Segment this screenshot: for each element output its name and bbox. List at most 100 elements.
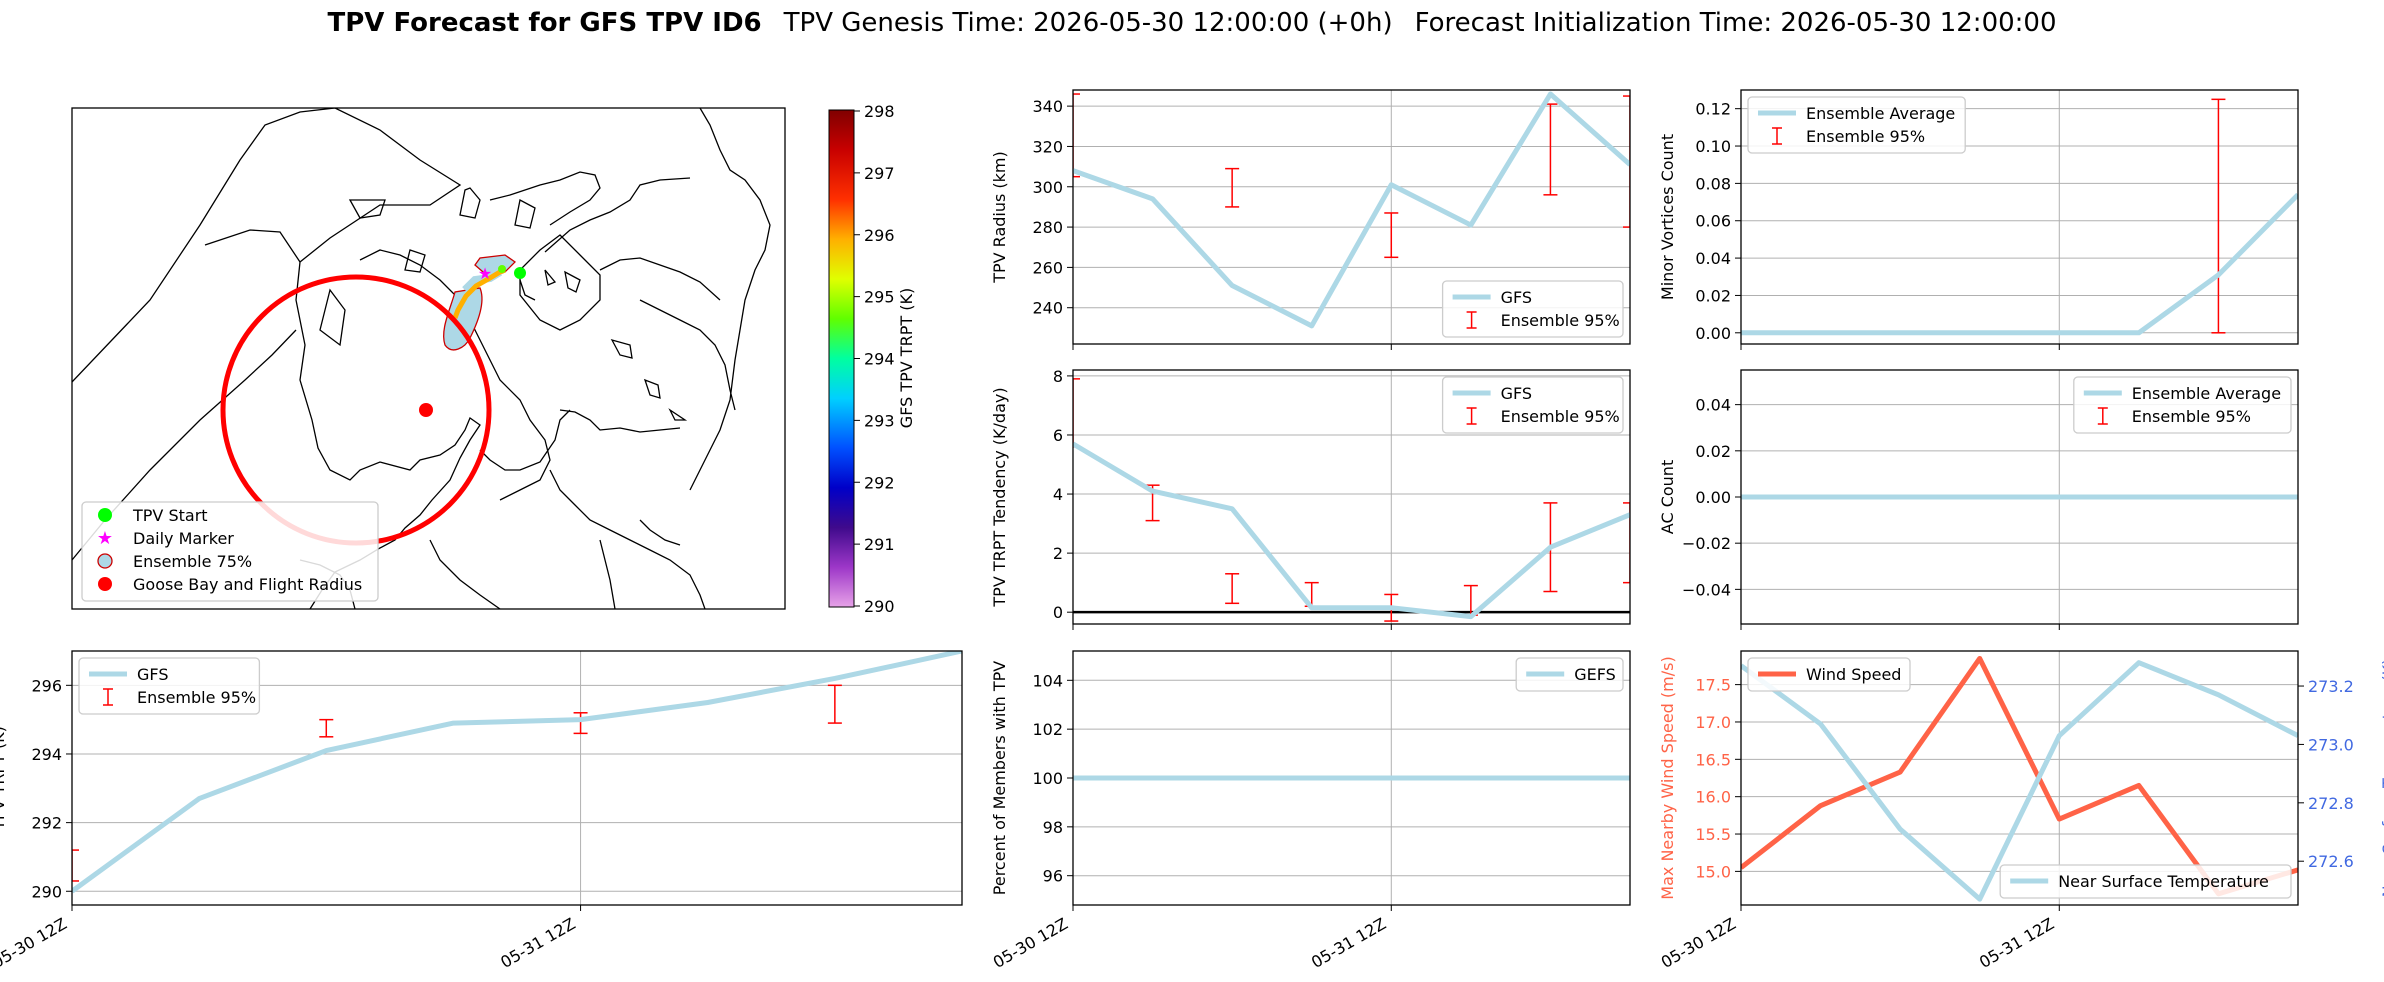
y-tick-label: 0.00 [1695,324,1731,343]
y-tick-label: 4 [1053,485,1063,504]
daily-marker-star: ★ [478,264,492,283]
y-tick-label: 17.5 [1695,676,1731,695]
chart-legend: GEFS [1515,657,1624,692]
legend-label: Ensemble 95% [2132,407,2251,426]
plot-area [1073,91,1630,329]
legend-goose-bay: Goose Bay and Flight Radius [133,575,362,594]
axes-frame [1740,369,2299,625]
legend-label: GEFS [1574,665,1616,684]
chart-legend: Near Surface Temperature [1999,864,2292,899]
legend-label: Ensemble 95% [137,688,256,707]
y-tick-label: 2 [1053,544,1063,563]
axes-frame [1072,89,1631,345]
errorbar-ensemble-95 [1543,103,1558,196]
y-tick-label: 0.08 [1695,174,1731,193]
errorbar-ensemble-95 [1225,167,1240,208]
x-tick-label: 05-31 12Z [1976,914,2057,972]
y-tick-label: 0.06 [1695,212,1731,231]
legend-daily-marker: Daily Marker [133,529,234,548]
y-tick-label: 102 [1032,720,1063,739]
y-tick-label: 6 [1053,426,1063,445]
legend-label: Ensemble 95% [1806,127,1925,146]
x-tick-label: 05-31 12Z [497,914,578,972]
colorbar-tick-label: 298 [864,102,895,121]
x-tick-label: 05-30 12Z [990,914,1071,972]
y-tick-label: 0.02 [1695,442,1731,461]
chart-panel-ac: −0.04 −0.02 0.00 0.02 0.04 AC Count Ensemble A… [1658,369,2299,630]
legend-box [1747,657,1911,692]
legend-marker-tpv-start [98,508,112,522]
y-tick-label: 260 [1032,258,1063,277]
map-panel: ★ TPV Start ★ Daily Marker Ensemble 75% … [71,102,916,616]
colorbar-tick-label: 296 [864,226,895,245]
axes-frame [1740,89,2299,345]
y-axis-label: Max Nearby Wind Speed (m/s) [1658,656,1677,899]
legend-marker-ens75 [97,553,113,569]
legend-label: GFS [137,665,168,684]
chart-panel-radius: 240 260 280 300 320 340 TPV Radius (km) GFS Ense… [990,89,1631,350]
legend-marker-daily: ★ [97,528,113,549]
chart-legend: GFS Ensemble 95% [78,657,261,715]
plot-area [1073,378,1630,622]
colorbar-ticks: 298 297 296 295 294 293 292 291 290 [854,102,895,616]
errorbar-ensemble-95 [1623,502,1630,584]
y-tick-label: 15.0 [1695,862,1731,881]
y-tick-label: 17.0 [1695,713,1731,732]
axes-frame [1740,650,2299,906]
colorbar-tick-label: 293 [864,411,895,430]
axes-frame [1072,369,1631,625]
ensemble-75-contour [443,287,483,351]
series-line [1741,192,2298,336]
y-tick-label: 0.12 [1695,100,1731,119]
y-tick-label: −0.04 [1682,580,1731,599]
y-tick-label: 340 [1032,97,1063,116]
legend-label: GFS [1501,384,1532,403]
axes-frame [1072,650,1631,906]
colorbar-tick-label: 292 [864,473,895,492]
y-tick-label: 0.04 [1695,249,1731,268]
chart-panel-minor: 0.00 0.02 0.04 0.06 0.08 0.10 0.12 Minor Vortic… [1658,89,2299,350]
legend-label: Ensemble 95% [1501,407,1620,426]
errorbar-ensemble-95 [72,849,79,882]
y-tick-label: 8 [1053,367,1063,386]
y-tick-label: 280 [1032,218,1063,237]
y-tick-label: 0.02 [1695,286,1731,305]
map-legend: TPV Start ★ Daily Marker Ensemble 75% Go… [81,501,379,602]
y2-axis-label: Near Surface Temperature (K) [2379,659,2384,898]
colorbar-tick-label: 290 [864,597,895,616]
y2-tick-label: 272.8 [2308,794,2354,813]
y-axis-label: Percent of Members with TPV [990,661,1009,895]
y-tick-label: 15.5 [1695,825,1731,844]
colorbar-gradient [828,109,855,608]
y-tick-label: 96 [1043,867,1063,886]
track-point [498,265,506,273]
series-line [1073,91,1630,329]
legend-label: Near Surface Temperature [2058,872,2269,891]
goose-bay-marker [419,403,433,417]
y2-tick-label: 272.6 [2308,852,2354,871]
plot-area [1741,655,2298,902]
legend-label: Ensemble Average [1806,104,1955,123]
legend-tpv-start: TPV Start [132,506,208,525]
y2-tick-label: 273.0 [2308,735,2354,754]
chart-legend: Ensemble Average Ensemble 95% [2073,376,2292,434]
plot-area [72,651,962,894]
x-tick-label: 05-30 12Z [0,914,70,972]
y-tick-label: 16.0 [1695,788,1731,807]
chart-panel-trpt: 290 292 294 296 05-30 12Z 05-31 12Z TPV TRPT (… [0,650,963,972]
series-line [1073,441,1630,620]
map-legend-box [81,501,379,602]
colorbar-tick-label: 294 [864,350,895,369]
colorbar-tick-label: 291 [864,535,895,554]
chart-panel-tendency: 0 2 4 6 8 TPV TRPT Tendency (K/day) GFS Ensembl… [990,367,1631,630]
chart-panel-percent: 96 98 100 102 104 05-30 12Z 05-31 12Z Percent o… [990,650,1631,972]
series2-line [1741,660,2298,902]
legend-label: Ensemble 95% [1501,311,1620,330]
y-tick-label: 0.04 [1695,396,1731,415]
legend-box [2073,376,2292,434]
colorbar: 298 297 296 295 294 293 292 291 290 GFS TPV TRPT… [828,102,916,616]
errorbar-ensemble-95 [1225,573,1240,605]
errorbar-ensemble-95 [827,684,842,724]
legend-box [1515,657,1624,692]
